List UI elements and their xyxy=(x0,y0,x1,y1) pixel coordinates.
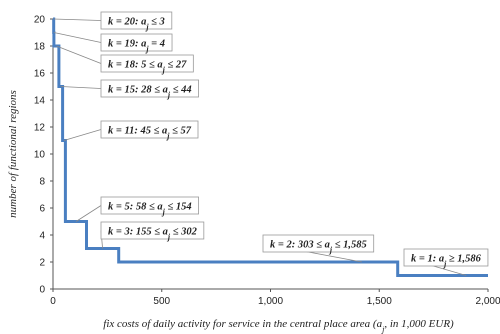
x-tick-label: 2,000 xyxy=(475,296,500,307)
y-tick-label: 20 xyxy=(34,15,46,26)
callout: k = 5: 58 ≤ aj ≤ 154 xyxy=(76,197,199,222)
x-tick-label: 1,500 xyxy=(367,296,392,307)
y-tick-label: 8 xyxy=(39,177,45,188)
x-tick-label: 0 xyxy=(50,296,56,307)
y-axis-title: number of functional regions xyxy=(7,90,19,218)
y-tick-label: 4 xyxy=(39,231,45,242)
annotation-callouts: k = 20: aj ≤ 3k = 19: aj = 4k = 18: 5 ≤ … xyxy=(54,12,488,276)
callout: k = 20: aj ≤ 3 xyxy=(54,12,172,31)
y-tick-label: 0 xyxy=(39,285,45,296)
leader-line xyxy=(54,33,101,43)
callout: k = 15: 28 ≤ aj ≤ 44 xyxy=(61,80,199,99)
leader-line xyxy=(54,19,101,21)
x-axis-title: fix costs of daily activity for service … xyxy=(103,318,454,334)
callout: k = 11: 45 ≤ aj ≤ 57 xyxy=(64,121,198,141)
leader-line xyxy=(64,130,101,141)
y-tick-label: 10 xyxy=(34,150,46,161)
callout: k = 19: aj = 4 xyxy=(54,33,172,54)
x-tick-label: 500 xyxy=(153,296,170,307)
x-tick-label: 1,000 xyxy=(258,296,283,307)
y-tick-label: 14 xyxy=(34,96,46,107)
y-tick-label: 6 xyxy=(39,204,45,215)
y-tick-label: 12 xyxy=(34,123,46,134)
callout: k = 1: aj ≥ 1,586 xyxy=(404,249,488,276)
leader-line xyxy=(56,46,101,64)
leader-line xyxy=(61,87,101,89)
y-tick-label: 18 xyxy=(34,42,46,53)
y-tick-label: 16 xyxy=(34,69,46,80)
y-tick-label: 2 xyxy=(39,258,45,269)
callout: k = 3: 155 ≤ aj ≤ 302 xyxy=(101,222,204,249)
leader-line xyxy=(76,206,101,222)
callout: k = 2: 303 ≤ aj ≤ 1,585 xyxy=(263,235,374,262)
